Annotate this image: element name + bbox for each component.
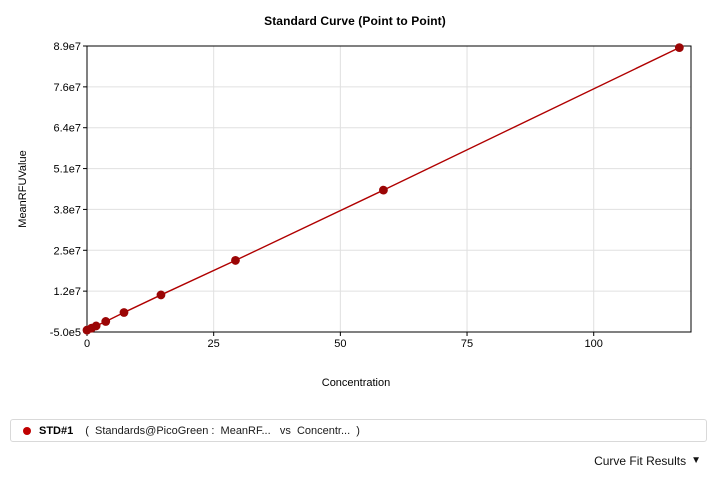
- data-point: [674, 43, 684, 52]
- x-tick-label: 75: [461, 338, 473, 350]
- y-tick-label: 8.9e7: [53, 41, 81, 53]
- data-point: [91, 321, 101, 331]
- legend: STD#1 ( Standards@PicoGreen : MeanRF... …: [10, 419, 707, 442]
- curve-fit-results-toggle[interactable]: Curve Fit Results ▼: [594, 454, 701, 468]
- series-layer: [82, 43, 684, 335]
- series-marker-icon: [23, 426, 31, 435]
- chart-title: Standard Curve (Point to Point): [264, 14, 446, 28]
- standard-curve-plot: 0 25 50 75 100 8.9e7 7.6e7 6.4e7 5.1e7 3.8e7 2.5e7…: [17, 41, 692, 389]
- x-tick-label: 50: [334, 338, 346, 350]
- data-point: [119, 308, 129, 317]
- x-axis-title: Concentration: [322, 377, 391, 389]
- y-tick-label: 1.2e7: [53, 286, 81, 298]
- y-tick-label: 7.6e7: [53, 82, 81, 94]
- x-tick-label: 100: [585, 338, 603, 350]
- y-tick-label: 3.8e7: [53, 204, 81, 216]
- data-point: [231, 256, 240, 265]
- legend-item-std1[interactable]: STD#1 ( Standards@PicoGreen : MeanRF... …: [23, 425, 360, 437]
- data-point: [379, 185, 388, 195]
- gridlines: [87, 45, 691, 332]
- legend-series-name: STD#1: [39, 424, 74, 437]
- y-tick-label: 5.1e7: [53, 164, 81, 176]
- data-point: [156, 290, 166, 300]
- x-tick-label: 25: [208, 338, 220, 350]
- y-tick-label: 6.4e7: [53, 123, 81, 135]
- triangle-down-icon: ▼: [691, 455, 701, 466]
- legend-series-desc: ( Standards@PicoGreen : MeanRF... vs Con…: [85, 424, 360, 437]
- data-point: [101, 317, 111, 326]
- y-tick-label: -5.0e5: [50, 327, 81, 339]
- plot-border: [86, 45, 692, 333]
- y-tick-label: 2.5e7: [53, 245, 81, 257]
- x-tick-label: 0: [84, 338, 90, 350]
- y-axis-title: MeanRFUValue: [17, 150, 29, 227]
- curve-fit-results-label: Curve Fit Results: [594, 454, 687, 468]
- axes: 0 25 50 75 100 8.9e7 7.6e7 6.4e7 5.1e7 3.8e7 2.5e7…: [50, 41, 692, 350]
